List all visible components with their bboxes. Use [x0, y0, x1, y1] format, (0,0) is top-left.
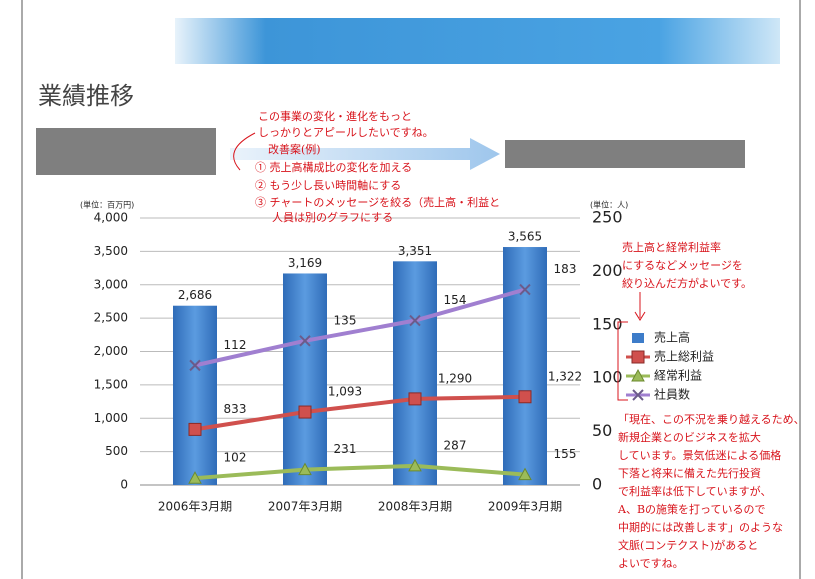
arrow — [230, 138, 500, 170]
handwritten-note: 絞り込んだ方がよいです。 — [622, 276, 752, 290]
data-label: 3,351 — [398, 244, 432, 258]
legend-label: 経常利益 — [654, 369, 702, 383]
handwritten-note: ① 売上高構成比の変化を加える — [255, 160, 412, 174]
legend-label: 売上総利益 — [654, 349, 714, 364]
line — [194, 287, 526, 368]
line-marker — [298, 405, 312, 419]
legend-marker — [632, 389, 644, 401]
line-marker — [519, 283, 531, 296]
line-marker — [298, 462, 312, 476]
y2-tick-label: 200 — [592, 261, 623, 280]
handwritten-note: ③ チャートのメッセージを絞る（売上高・利益と — [255, 195, 500, 209]
y-axis-unit: (単位：百万円) — [80, 200, 134, 210]
y2-tick-label: 0 — [592, 475, 602, 494]
legend-marker — [631, 368, 645, 382]
y2-tick-label: 250 — [592, 208, 623, 227]
data-label: 3,169 — [288, 256, 322, 270]
legend-bracket — [617, 321, 628, 401]
handwritten-note: 改善案(例) — [268, 142, 321, 156]
handwritten-note: 下落と将来に備えた先行投資 — [618, 466, 761, 480]
handwritten-note: しっかりとアピールしたいですね。 — [258, 126, 434, 139]
line-marker — [408, 458, 422, 472]
redacted-box — [505, 140, 745, 168]
data-label: 155 — [554, 447, 577, 461]
data-label: 1,290 — [438, 371, 472, 385]
data-label: 112 — [224, 338, 247, 352]
legend-marker — [631, 350, 645, 364]
note-arrow — [233, 132, 256, 171]
y2-tick-label: 150 — [592, 314, 623, 333]
line — [194, 463, 526, 481]
y2-axis-unit: (単位：人) — [590, 200, 628, 210]
legend-swatch — [632, 333, 644, 343]
handwritten-note: 売上高と経常利益率 — [622, 240, 721, 254]
line-marker — [408, 392, 422, 406]
handwritten-note: 文脈(コンテクスト)があると — [618, 538, 758, 552]
bar — [393, 261, 437, 485]
data-label: 102 — [224, 451, 247, 465]
line — [194, 394, 526, 432]
y-tick-label: 3,000 — [94, 277, 128, 291]
y-tick-label: 1,500 — [94, 377, 128, 391]
slide-title: 業績推移 — [38, 82, 134, 110]
handwritten-note: 中期的には改善します」のような — [618, 520, 783, 534]
y2-tick-label: 100 — [592, 368, 623, 387]
x-tick-label: 2009年3月期 — [488, 500, 562, 514]
line-marker — [189, 359, 201, 372]
handwritten-note: にするなどメッセージを — [622, 259, 743, 272]
redacted-box — [36, 128, 216, 175]
legend-label: 社員数 — [654, 387, 690, 402]
y-tick-label: 3,500 — [94, 244, 128, 258]
handwritten-note: で利益率は低下していますが、 — [618, 484, 771, 498]
data-label: 3,565 — [508, 230, 542, 244]
line-marker — [518, 467, 532, 481]
handwritten-note: この事業の変化・進化をもっと — [258, 109, 412, 123]
data-label: 1,093 — [328, 385, 362, 399]
x-tick-label: 2008年3月期 — [378, 500, 452, 514]
header-banner — [175, 18, 780, 64]
data-label: 1,322 — [548, 369, 582, 383]
bar — [503, 247, 547, 485]
x-tick-label: 2007年3月期 — [268, 500, 342, 514]
handwritten-note: 人員は別のグラフにする — [272, 210, 393, 224]
x-tick-label: 2006年3月期 — [158, 500, 232, 514]
legend-label: 売上高 — [654, 330, 690, 345]
line-marker — [188, 471, 202, 484]
line-marker — [518, 390, 532, 404]
y-tick-label: 0 — [120, 478, 128, 492]
y-tick-label: 2,500 — [94, 311, 128, 325]
note-arrow — [634, 292, 646, 321]
line-marker — [409, 314, 421, 327]
handwritten-note: 「現在、この不況を乗り越えるため、 — [618, 412, 805, 426]
data-label: 833 — [224, 402, 247, 416]
bar — [173, 305, 217, 485]
y2-tick-label: 50 — [592, 421, 612, 440]
line-marker — [188, 422, 202, 436]
y-tick-label: 500 — [105, 444, 128, 458]
data-label: 135 — [334, 313, 357, 327]
handwritten-note: A、Bの施策を打っているので — [617, 502, 765, 516]
data-label: 231 — [334, 442, 357, 456]
y-tick-label: 2,000 — [94, 344, 128, 358]
data-label: 154 — [444, 293, 467, 307]
handwritten-note: 新規企業とのビジネスを拡大 — [618, 430, 761, 444]
data-label: 2,686 — [178, 288, 212, 302]
data-label: 183 — [554, 262, 577, 276]
y-tick-label: 4,000 — [94, 211, 128, 225]
handwritten-note: ② もう少し長い時間軸にする — [255, 178, 401, 192]
y-tick-label: 1,000 — [94, 411, 128, 425]
data-label: 287 — [444, 438, 467, 452]
bar — [283, 273, 327, 485]
handwritten-note: しています。景気低迷による価格 — [618, 448, 781, 462]
line-marker — [299, 335, 311, 347]
handwritten-note: よいですね。 — [618, 557, 684, 570]
